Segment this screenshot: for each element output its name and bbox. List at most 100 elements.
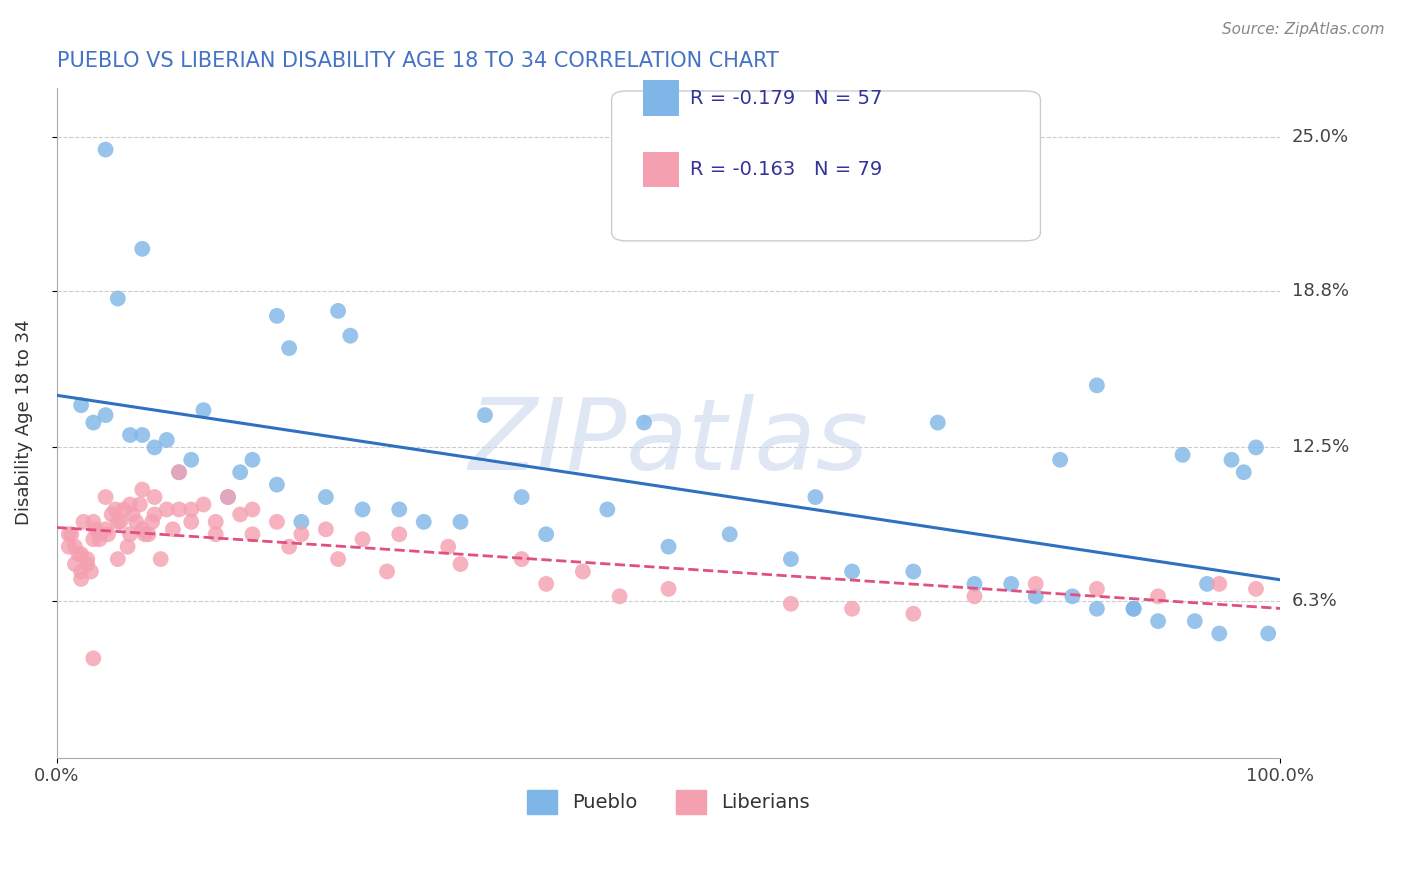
Point: [841, 565, 863, 579]
Point: [63, 540, 86, 554]
Point: [1171, 448, 1194, 462]
Point: [112, 502, 135, 516]
Point: [315, 490, 337, 504]
Point: [131, 428, 153, 442]
Point: [534, 577, 557, 591]
Point: [718, 527, 741, 541]
Point: [167, 502, 190, 516]
Point: [72, 515, 94, 529]
Point: [1025, 590, 1047, 604]
Point: [80, 565, 103, 579]
Point: [266, 515, 288, 529]
Y-axis label: Disability Age 18 to 34: Disability Age 18 to 34: [15, 319, 32, 525]
Point: [1184, 614, 1206, 628]
Legend: Pueblo, Liberians: Pueblo, Liberians: [520, 782, 817, 822]
Point: [107, 292, 129, 306]
Point: [131, 483, 153, 497]
Point: [903, 565, 925, 579]
Point: [352, 533, 374, 547]
Point: [780, 552, 803, 566]
Point: [804, 490, 827, 504]
Point: [1025, 577, 1047, 591]
Text: 18.8%: 18.8%: [1292, 282, 1348, 300]
Point: [1244, 441, 1267, 455]
Point: [903, 607, 925, 621]
Point: [1122, 601, 1144, 615]
Point: [388, 527, 411, 541]
Point: [242, 452, 264, 467]
Point: [156, 502, 179, 516]
Point: [118, 527, 141, 541]
Point: [76, 557, 98, 571]
Point: [104, 502, 127, 516]
Point: [388, 502, 411, 516]
Point: [217, 490, 239, 504]
Point: [1208, 626, 1230, 640]
Point: [76, 552, 98, 566]
Point: [117, 540, 139, 554]
Point: [1049, 452, 1071, 467]
Point: [89, 527, 111, 541]
Point: [339, 328, 361, 343]
Point: [375, 565, 398, 579]
Point: [963, 590, 986, 604]
Point: [510, 552, 533, 566]
Point: [94, 490, 117, 504]
Point: [167, 465, 190, 479]
Point: [82, 416, 104, 430]
Point: [229, 508, 252, 522]
Point: [134, 527, 156, 541]
Point: [60, 527, 83, 541]
Point: [138, 527, 160, 541]
Point: [180, 502, 202, 516]
Point: [58, 527, 80, 541]
Point: [229, 465, 252, 479]
Point: [266, 309, 288, 323]
Point: [780, 597, 803, 611]
Text: PUEBLO VS LIBERIAN DISABILITY AGE 18 TO 34 CORRELATION CHART: PUEBLO VS LIBERIAN DISABILITY AGE 18 TO …: [56, 51, 779, 70]
Point: [118, 498, 141, 512]
Point: [143, 490, 166, 504]
Text: ZIPatlas: ZIPatlas: [468, 394, 869, 491]
Point: [82, 515, 104, 529]
Point: [1062, 590, 1084, 604]
Point: [58, 540, 80, 554]
Text: 12.5%: 12.5%: [1292, 438, 1348, 457]
Text: 6.3%: 6.3%: [1292, 592, 1337, 610]
Point: [156, 433, 179, 447]
Point: [315, 522, 337, 536]
Point: [450, 515, 472, 529]
Point: [1085, 378, 1108, 392]
Point: [94, 408, 117, 422]
Point: [474, 408, 496, 422]
Point: [242, 527, 264, 541]
Point: [100, 508, 122, 522]
Point: [204, 527, 226, 541]
Point: [326, 304, 349, 318]
Point: [1244, 582, 1267, 596]
Point: [450, 557, 472, 571]
Point: [290, 527, 312, 541]
Text: R = -0.179   N = 57: R = -0.179 N = 57: [690, 88, 883, 108]
Point: [412, 515, 434, 529]
Point: [1257, 626, 1279, 640]
Point: [143, 441, 166, 455]
Point: [82, 651, 104, 665]
Point: [89, 533, 111, 547]
Point: [1000, 577, 1022, 591]
Point: [70, 398, 93, 412]
Point: [180, 515, 202, 529]
Point: [963, 577, 986, 591]
Point: [107, 552, 129, 566]
Point: [326, 552, 349, 566]
Point: [1208, 577, 1230, 591]
Point: [1085, 601, 1108, 615]
Point: [141, 515, 163, 529]
Point: [162, 522, 184, 536]
Point: [1147, 614, 1170, 628]
Point: [841, 601, 863, 615]
Point: [84, 522, 107, 536]
Point: [125, 515, 148, 529]
Text: 25.0%: 25.0%: [1292, 128, 1348, 146]
Point: [1085, 582, 1108, 596]
